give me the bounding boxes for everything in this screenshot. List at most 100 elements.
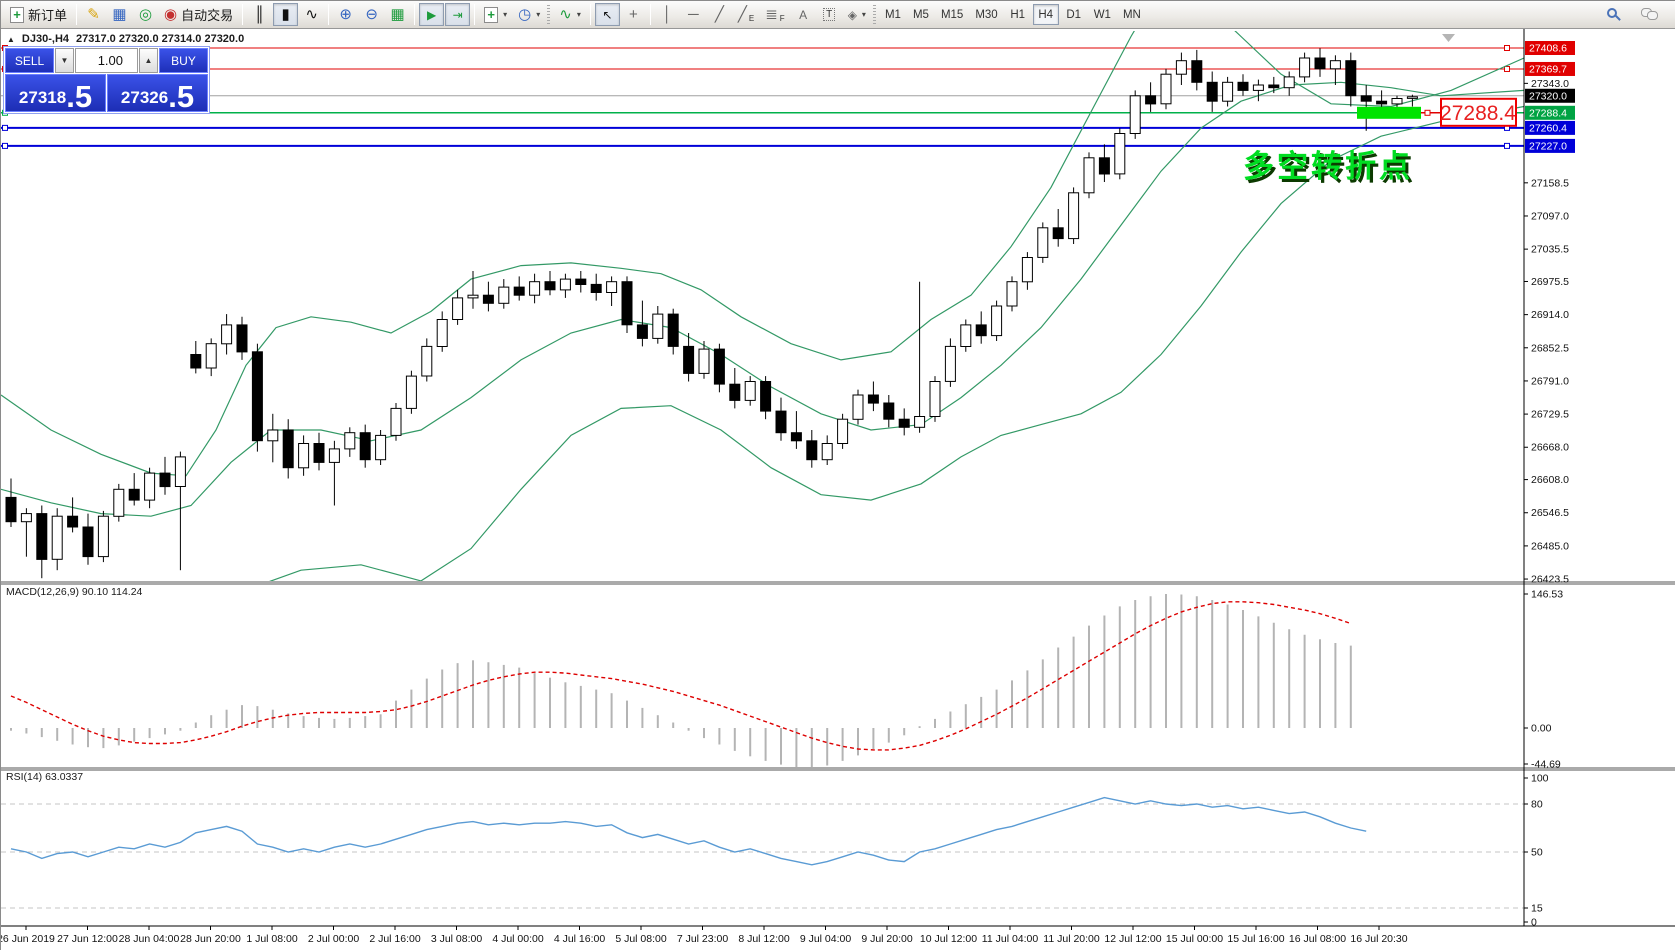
text-label-button[interactable]: T bbox=[817, 3, 842, 26]
svg-text:15: 15 bbox=[1531, 903, 1543, 915]
fibonacci-button[interactable]: ≣ F bbox=[760, 3, 789, 26]
chat-icon bbox=[1641, 8, 1659, 21]
svg-text:26975.5: 26975.5 bbox=[1531, 276, 1569, 288]
signals-button[interactable]: ◎ bbox=[133, 3, 158, 26]
timeframe-w1[interactable]: W1 bbox=[1089, 4, 1116, 25]
timeframe-mn[interactable]: MN bbox=[1118, 4, 1146, 25]
chevron-down-icon: ▾ bbox=[503, 10, 508, 19]
svg-text:5 Jul 08:00: 5 Jul 08:00 bbox=[615, 933, 667, 945]
search-icon bbox=[1607, 8, 1621, 21]
search-button[interactable] bbox=[1601, 3, 1626, 26]
toolbar-grip[interactable] bbox=[872, 4, 876, 25]
svg-text:11 Jul 04:00: 11 Jul 04:00 bbox=[982, 933, 1039, 945]
svg-text:16 Jul 20:30: 16 Jul 20:30 bbox=[1350, 933, 1407, 945]
line-chart-button[interactable]: ∿ bbox=[299, 3, 324, 26]
sell-button[interactable]: SELL bbox=[5, 48, 54, 73]
highlighted-level-bar[interactable] bbox=[1357, 106, 1441, 119]
zoom-out-button[interactable]: ⊖ bbox=[359, 3, 384, 26]
timeframe-d1[interactable]: D1 bbox=[1061, 4, 1087, 25]
tile-windows-button[interactable]: ▦ bbox=[385, 3, 410, 26]
bar-chart-icon: ║ bbox=[254, 6, 265, 23]
signals-icon: ◎ bbox=[138, 6, 153, 23]
pane-dividers[interactable] bbox=[1, 581, 1675, 771]
new-chart-button[interactable]: + ▾ bbox=[479, 3, 512, 26]
svg-text:146.53: 146.53 bbox=[1531, 588, 1563, 600]
auto-scroll-button[interactable]: ▶ bbox=[419, 3, 445, 26]
chart-shift-icon: ⇥ bbox=[452, 7, 463, 22]
timeframe-m15[interactable]: M15 bbox=[936, 4, 968, 25]
clock-icon: ◷ bbox=[518, 6, 532, 23]
svg-text:26546.5: 26546.5 bbox=[1531, 507, 1569, 519]
text-icon: A bbox=[799, 7, 808, 22]
svg-text:27288.4: 27288.4 bbox=[1440, 102, 1516, 125]
timeframe-h1[interactable]: H1 bbox=[1005, 4, 1031, 25]
candlestick-chart-icon: ▮ bbox=[281, 6, 290, 23]
svg-text:28 Jun 04:00: 28 Jun 04:00 bbox=[119, 933, 180, 945]
charts-window-button[interactable]: ▦ bbox=[107, 3, 132, 26]
svg-text:27320.0: 27320.0 bbox=[1529, 90, 1567, 102]
zoom-in-button[interactable]: ⊕ bbox=[333, 3, 358, 26]
price-tag-callout[interactable]: 27288.4 bbox=[1440, 97, 1517, 127]
timeframe-h4[interactable]: H4 bbox=[1032, 4, 1059, 25]
vertical-line-button[interactable]: │ bbox=[655, 3, 680, 26]
autotrading-label: 自动交易 bbox=[181, 8, 234, 23]
time-axis[interactable]: 26 Jun 2019 27 Jun 12:00 28 Jun 04:00 28 Ju… bbox=[1, 926, 1408, 945]
channel-button[interactable]: ╱ E bbox=[733, 3, 759, 26]
chart-svg[interactable]: 27288.4多空转折点多空转折点27343.027158.527097.027… bbox=[1, 29, 1675, 950]
bar-chart-button[interactable]: ║ bbox=[247, 3, 272, 26]
sell-price-fraction: .5 bbox=[66, 78, 93, 114]
buy-button[interactable]: BUY bbox=[159, 48, 208, 73]
toolbar: + 新订单 ✎ ▦ ◎ ◉ 自动交易 ║ ▮ ∿ ⊕ ⊖ ▦ ▶ ⇥ + ▾ ◷… bbox=[1, 1, 1675, 29]
volume-increase-button[interactable]: ▲ bbox=[139, 48, 158, 73]
horizontal-lines-layer[interactable] bbox=[1, 45, 1524, 149]
sell-price-box[interactable]: 27318 .5 bbox=[5, 74, 106, 112]
svg-text:12 Jul 12:00: 12 Jul 12:00 bbox=[1104, 933, 1161, 945]
autotrading-button[interactable]: ◉ 自动交易 bbox=[159, 3, 238, 26]
cursor-button[interactable]: ↖ bbox=[594, 3, 620, 26]
horizontal-line-button[interactable]: ─ bbox=[681, 3, 706, 26]
svg-text:15 Jul 00:00: 15 Jul 00:00 bbox=[1166, 933, 1223, 945]
periods-button[interactable]: ◷ ▾ bbox=[513, 3, 545, 26]
timeframe-m5[interactable]: M5 bbox=[908, 4, 934, 25]
svg-text:27408.6: 27408.6 bbox=[1529, 43, 1567, 55]
price-axis[interactable]: 27343.0 27158.5 27097.0 27035.5 26975.5 26914… bbox=[1, 29, 1675, 929]
crosshair-button[interactable]: + bbox=[621, 3, 646, 26]
svg-text:16 Jul 08:00: 16 Jul 08:00 bbox=[1289, 933, 1346, 945]
svg-text:1 Jul 08:00: 1 Jul 08:00 bbox=[246, 933, 298, 945]
separator bbox=[474, 4, 476, 25]
timeframe-m30[interactable]: M30 bbox=[970, 4, 1002, 25]
svg-text:26 Jun 2019: 26 Jun 2019 bbox=[1, 933, 55, 945]
svg-text:11 Jul 20:00: 11 Jul 20:00 bbox=[1043, 933, 1100, 945]
svg-text:4 Jul 16:00: 4 Jul 16:00 bbox=[554, 933, 606, 945]
new-order-button[interactable]: + 新订单 bbox=[5, 3, 72, 26]
text-button[interactable]: A bbox=[791, 3, 816, 26]
indicators-button[interactable]: ∿ ▾ bbox=[554, 3, 586, 26]
chat-button[interactable] bbox=[1636, 3, 1664, 26]
separator bbox=[414, 4, 416, 25]
volume-decrease-button[interactable]: ▼ bbox=[55, 48, 74, 73]
macd-histogram bbox=[10, 594, 1352, 767]
chart-shift-button[interactable]: ⇥ bbox=[445, 3, 471, 26]
styler-button[interactable]: ✎ bbox=[81, 3, 106, 26]
trendline-button[interactable]: ╱ bbox=[707, 3, 732, 26]
chevron-down-icon: ▾ bbox=[861, 10, 866, 19]
scroll-marker-icon[interactable] bbox=[1442, 34, 1455, 42]
toolbar-grip[interactable] bbox=[547, 4, 551, 25]
svg-text:28 Jun 20:00: 28 Jun 20:00 bbox=[180, 933, 241, 945]
autotrading-icon: ◉ bbox=[164, 6, 178, 23]
trendline-icon: ╱ bbox=[714, 6, 724, 23]
auto-scroll-icon: ▶ bbox=[427, 7, 437, 22]
separator bbox=[589, 4, 591, 25]
svg-text:2 Jul 16:00: 2 Jul 16:00 bbox=[369, 933, 421, 945]
arrows-button[interactable]: ◈ ▾ bbox=[843, 3, 871, 26]
collapse-triangle-icon[interactable]: ▲ bbox=[7, 34, 15, 44]
volume-input[interactable]: 1.00 bbox=[75, 48, 138, 73]
timeframe-m1[interactable]: M1 bbox=[880, 4, 906, 25]
buy-price-box[interactable]: 27326 .5 bbox=[107, 74, 208, 112]
chart-canvas[interactable]: 27288.4 多空转折点 多空转折点 27343.0 27158.5 27097.0 27… bbox=[1, 29, 1675, 950]
line-chart-icon: ∿ bbox=[305, 6, 318, 23]
candlestick-chart-button[interactable]: ▮ bbox=[273, 3, 299, 26]
macd-signal-line bbox=[10, 601, 1352, 751]
svg-text:27260.4: 27260.4 bbox=[1529, 122, 1567, 134]
